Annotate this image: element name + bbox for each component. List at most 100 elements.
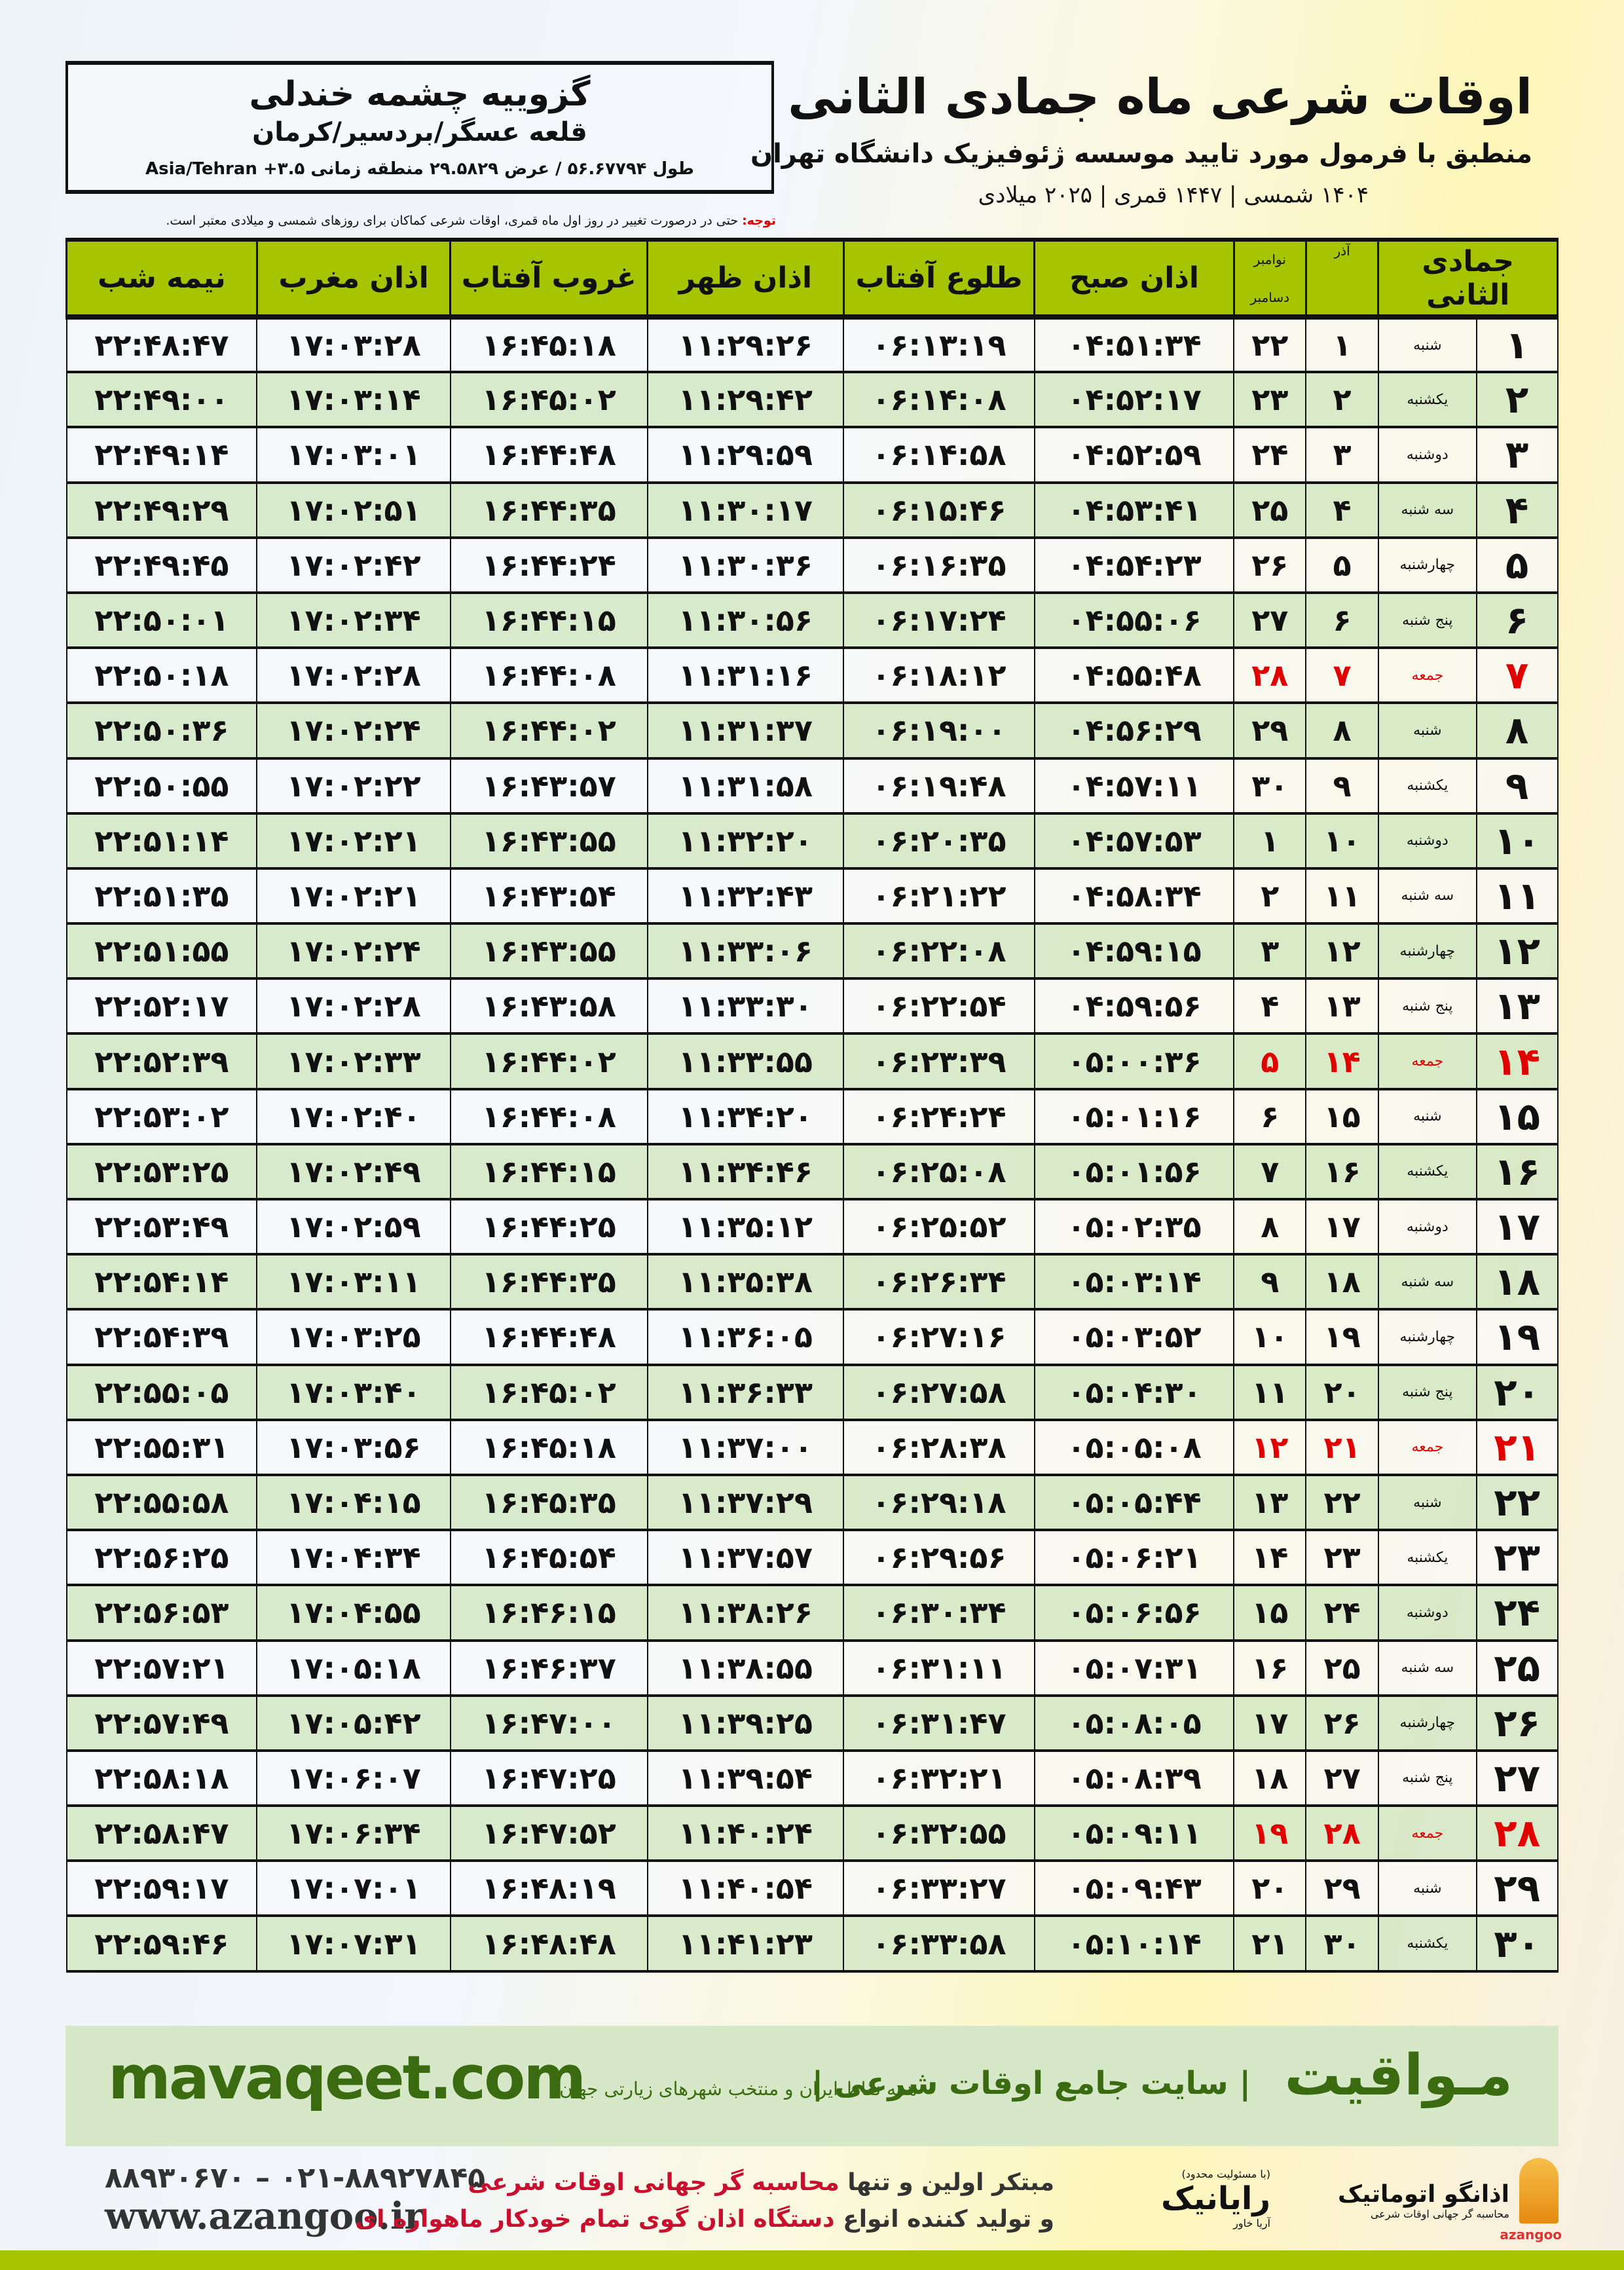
cell-hijri-day: ۲ <box>1475 371 1559 429</box>
cell-azar-day: ۶ <box>1305 591 1379 650</box>
cell-tolu: ۰۶:۳۳:۲۷ <box>843 1860 1035 1918</box>
table-row: ۱۳ پنج شنبه ۱۳ ۴ ۰۴:۵۹:۵۶ ۰۶:۲۲:۵۴ ۱۱:۳۳:۳۰ ۱۶:… <box>65 978 1559 1035</box>
azangoo-name: اذانگو اتوماتیک <box>1337 2181 1509 2208</box>
cell-hijri-day: ۱۸ <box>1475 1254 1559 1311</box>
cell-nime: ۲۲:۵۱:۱۴ <box>65 812 258 870</box>
cell-sobh: ۰۴:۵۹:۵۶ <box>1033 978 1235 1035</box>
slogan-2a: و تولید کننده انواع <box>834 2206 1054 2233</box>
cell-ghorub: ۱۶:۴۴:۰۲ <box>449 1033 648 1090</box>
cell-tolu: ۰۶:۳۳:۵۸ <box>843 1915 1035 1973</box>
cell-hijri-day: ۷ <box>1475 647 1559 705</box>
website-link[interactable]: www.azangoo.ir <box>105 2195 424 2238</box>
cell-zohr: ۱۱:۴۱:۲۳ <box>646 1915 845 1973</box>
cell-tolu: ۰۶:۲۰:۳۵ <box>843 812 1035 870</box>
cell-ghorub: ۱۶:۴۴:۴۸ <box>449 426 648 484</box>
cell-zohr: ۱۱:۳۱:۱۶ <box>646 647 845 705</box>
cell-azar-day: ۲۹ <box>1305 1860 1379 1918</box>
cell-maghrib: ۱۷:۰۵:۱۸ <box>256 1639 451 1697</box>
cell-ghorub: ۱۶:۴۷:۵۲ <box>449 1805 648 1863</box>
header-tolu: طلوع آفتاب <box>842 238 1036 320</box>
table-row: ۲۰ پنج شنبه ۲۰ ۱۱ ۰۵:۰۴:۳۰ ۰۶:۲۷:۵۸ ۱۱:۳۶:۳۳ ۱۶… <box>65 1364 1559 1421</box>
cell-weekday: سه شنبه <box>1377 1639 1477 1697</box>
header-zohr: اذان ظهر <box>646 238 845 320</box>
cell-azar-day: ۱۰ <box>1305 812 1379 870</box>
cell-maghrib: ۱۷:۰۲:۳۴ <box>256 591 451 650</box>
cell-ghorub: ۱۶:۴۳:۵۵ <box>449 812 648 870</box>
cell-azar-day: ۲۳ <box>1305 1529 1379 1587</box>
header-gregorian: نوامبر دسامبر <box>1232 238 1307 320</box>
cell-zohr: ۱۱:۳۰:۱۷ <box>646 481 845 539</box>
cell-hijri-day: ۲۵ <box>1475 1639 1559 1697</box>
azangoo-logo: اذانگو اتوماتیک محاسبه گر جهانی اوقات شر… <box>1338 2181 1509 2220</box>
cell-maghrib: ۱۷:۰۲:۲۱ <box>256 812 451 870</box>
cell-gregorian-day: ۳ <box>1233 923 1307 980</box>
cell-ghorub: ۱۶:۴۴:۲۵ <box>449 1198 648 1256</box>
table-row: ۲۳ یکشنبه ۲۳ ۱۴ ۰۵:۰۶:۲۱ ۰۶:۲۹:۵۶ ۱۱:۳۷:۵۷ ۱۶:۴… <box>65 1529 1559 1587</box>
cell-maghrib: ۱۷:۰۲:۲۲ <box>256 757 451 815</box>
table-row: ۴ سه شنبه ۴ ۲۵ ۰۴:۵۳:۴۱ ۰۶:۱۵:۴۶ ۱۱:۳۰:۱۷ ۱۶:۴۴… <box>65 481 1559 539</box>
cell-nime: ۲۲:۵۴:۳۹ <box>65 1309 258 1366</box>
cell-nime: ۲۲:۴۹:۴۵ <box>65 536 258 594</box>
cell-nime: ۲۲:۵۶:۲۵ <box>65 1529 258 1587</box>
cell-azar-day: ۱۲ <box>1305 923 1379 980</box>
cell-sobh: ۰۵:۰۳:۵۲ <box>1033 1309 1235 1366</box>
cell-zohr: ۱۱:۳۱:۳۷ <box>646 702 845 760</box>
cell-hijri-day: ۲۲ <box>1475 1474 1559 1532</box>
cell-tolu: ۰۶:۲۲:۰۸ <box>843 923 1035 980</box>
cell-maghrib: ۱۷:۰۴:۱۵ <box>256 1474 451 1532</box>
cell-maghrib: ۱۷:۰۲:۵۱ <box>256 481 451 539</box>
cell-ghorub: ۱۶:۴۴:۴۸ <box>449 1309 648 1366</box>
cell-tolu: ۰۶:۳۲:۵۵ <box>843 1805 1035 1863</box>
cell-gregorian-day: ۶ <box>1233 1088 1307 1145</box>
cell-nime: ۲۲:۵۳:۰۲ <box>65 1088 258 1145</box>
cell-tolu: ۰۶:۳۱:۴۷ <box>843 1694 1035 1752</box>
cell-ghorub: ۱۶:۴۸:۴۸ <box>449 1915 648 1973</box>
cell-ghorub: ۱۶:۴۵:۱۸ <box>449 316 648 374</box>
cell-gregorian-day: ۲۱ <box>1233 1915 1307 1973</box>
promo-url[interactable]: mavaqeet.com <box>108 2043 586 2113</box>
cell-maghrib: ۱۷:۰۳:۱۴ <box>256 371 451 429</box>
cell-ghorub: ۱۶:۴۵:۵۴ <box>449 1529 648 1587</box>
cell-nime: ۲۲:۵۱:۵۵ <box>65 923 258 980</box>
table-row: ۱۲ چهارشنبه ۱۲ ۳ ۰۴:۵۹:۱۵ ۰۶:۲۲:۰۸ ۱۱:۳۳:۰۶ ۱۶:… <box>65 923 1559 980</box>
cell-hijri-day: ۹ <box>1475 757 1559 815</box>
cell-gregorian-day: ۷ <box>1233 1143 1307 1201</box>
cell-nime: ۲۲:۵۱:۳۵ <box>65 867 258 925</box>
cell-sobh: ۰۵:۰۹:۱۱ <box>1033 1805 1235 1863</box>
cell-zohr: ۱۱:۳۷:۵۷ <box>646 1529 845 1587</box>
cell-azar-day: ۲۷ <box>1305 1749 1379 1808</box>
cell-gregorian-day: ۱ <box>1233 812 1307 870</box>
cell-ghorub: ۱۶:۴۴:۰۸ <box>449 647 648 705</box>
cell-azar-day: ۱۸ <box>1305 1254 1379 1311</box>
cell-tolu: ۰۶:۱۹:۴۸ <box>843 757 1035 815</box>
cell-weekday: پنج شنبه <box>1377 978 1477 1035</box>
bottom-band <box>0 2250 1624 2270</box>
cell-sobh: ۰۴:۵۱:۳۴ <box>1033 316 1235 374</box>
cell-zohr: ۱۱:۴۰:۵۴ <box>646 1860 845 1918</box>
cell-gregorian-day: ۲۶ <box>1233 536 1307 594</box>
cell-weekday: سه شنبه <box>1377 867 1477 925</box>
cell-azar-day: ۲۵ <box>1305 1639 1379 1697</box>
cell-nime: ۲۲:۴۹:۰۰ <box>65 371 258 429</box>
cell-maghrib: ۱۷:۰۲:۵۹ <box>256 1198 451 1256</box>
cell-zohr: ۱۱:۳۷:۲۹ <box>646 1474 845 1532</box>
cell-sobh: ۰۴:۵۲:۱۷ <box>1033 371 1235 429</box>
cell-tolu: ۰۶:۲۲:۵۴ <box>843 978 1035 1035</box>
header-azar: آذر <box>1304 238 1380 320</box>
cell-weekday: دوشنبه <box>1377 1584 1477 1642</box>
cell-tolu: ۰۶:۱۳:۱۹ <box>843 316 1035 374</box>
cell-gregorian-day: ۲۳ <box>1233 371 1307 429</box>
cell-gregorian-day: ۲۲ <box>1233 316 1307 374</box>
cell-hijri-day: ۲۸ <box>1475 1805 1559 1863</box>
contact: ۰۲۱-۸۸۹۲۷۸۴۵ – ۸۸۹۳۰۶۷۰ www.azangoo.ir <box>105 2161 485 2238</box>
cell-weekday: چهارشنبه <box>1377 1309 1477 1366</box>
cell-tolu: ۰۶:۲۶:۳۴ <box>843 1254 1035 1311</box>
azangoo-en: azangoo <box>1500 2227 1562 2242</box>
location-path: قلعه عسگر/بردسیر/کرمان <box>252 117 587 147</box>
cell-weekday: چهارشنبه <box>1377 536 1477 594</box>
cell-weekday: جمعه <box>1377 1805 1477 1863</box>
cell-sobh: ۰۵:۰۹:۴۳ <box>1033 1860 1235 1918</box>
cell-weekday: سه شنبه <box>1377 1254 1477 1311</box>
cell-nime: ۲۲:۵۸:۱۸ <box>65 1749 258 1808</box>
cell-ghorub: ۱۶:۴۵:۱۸ <box>449 1419 648 1476</box>
